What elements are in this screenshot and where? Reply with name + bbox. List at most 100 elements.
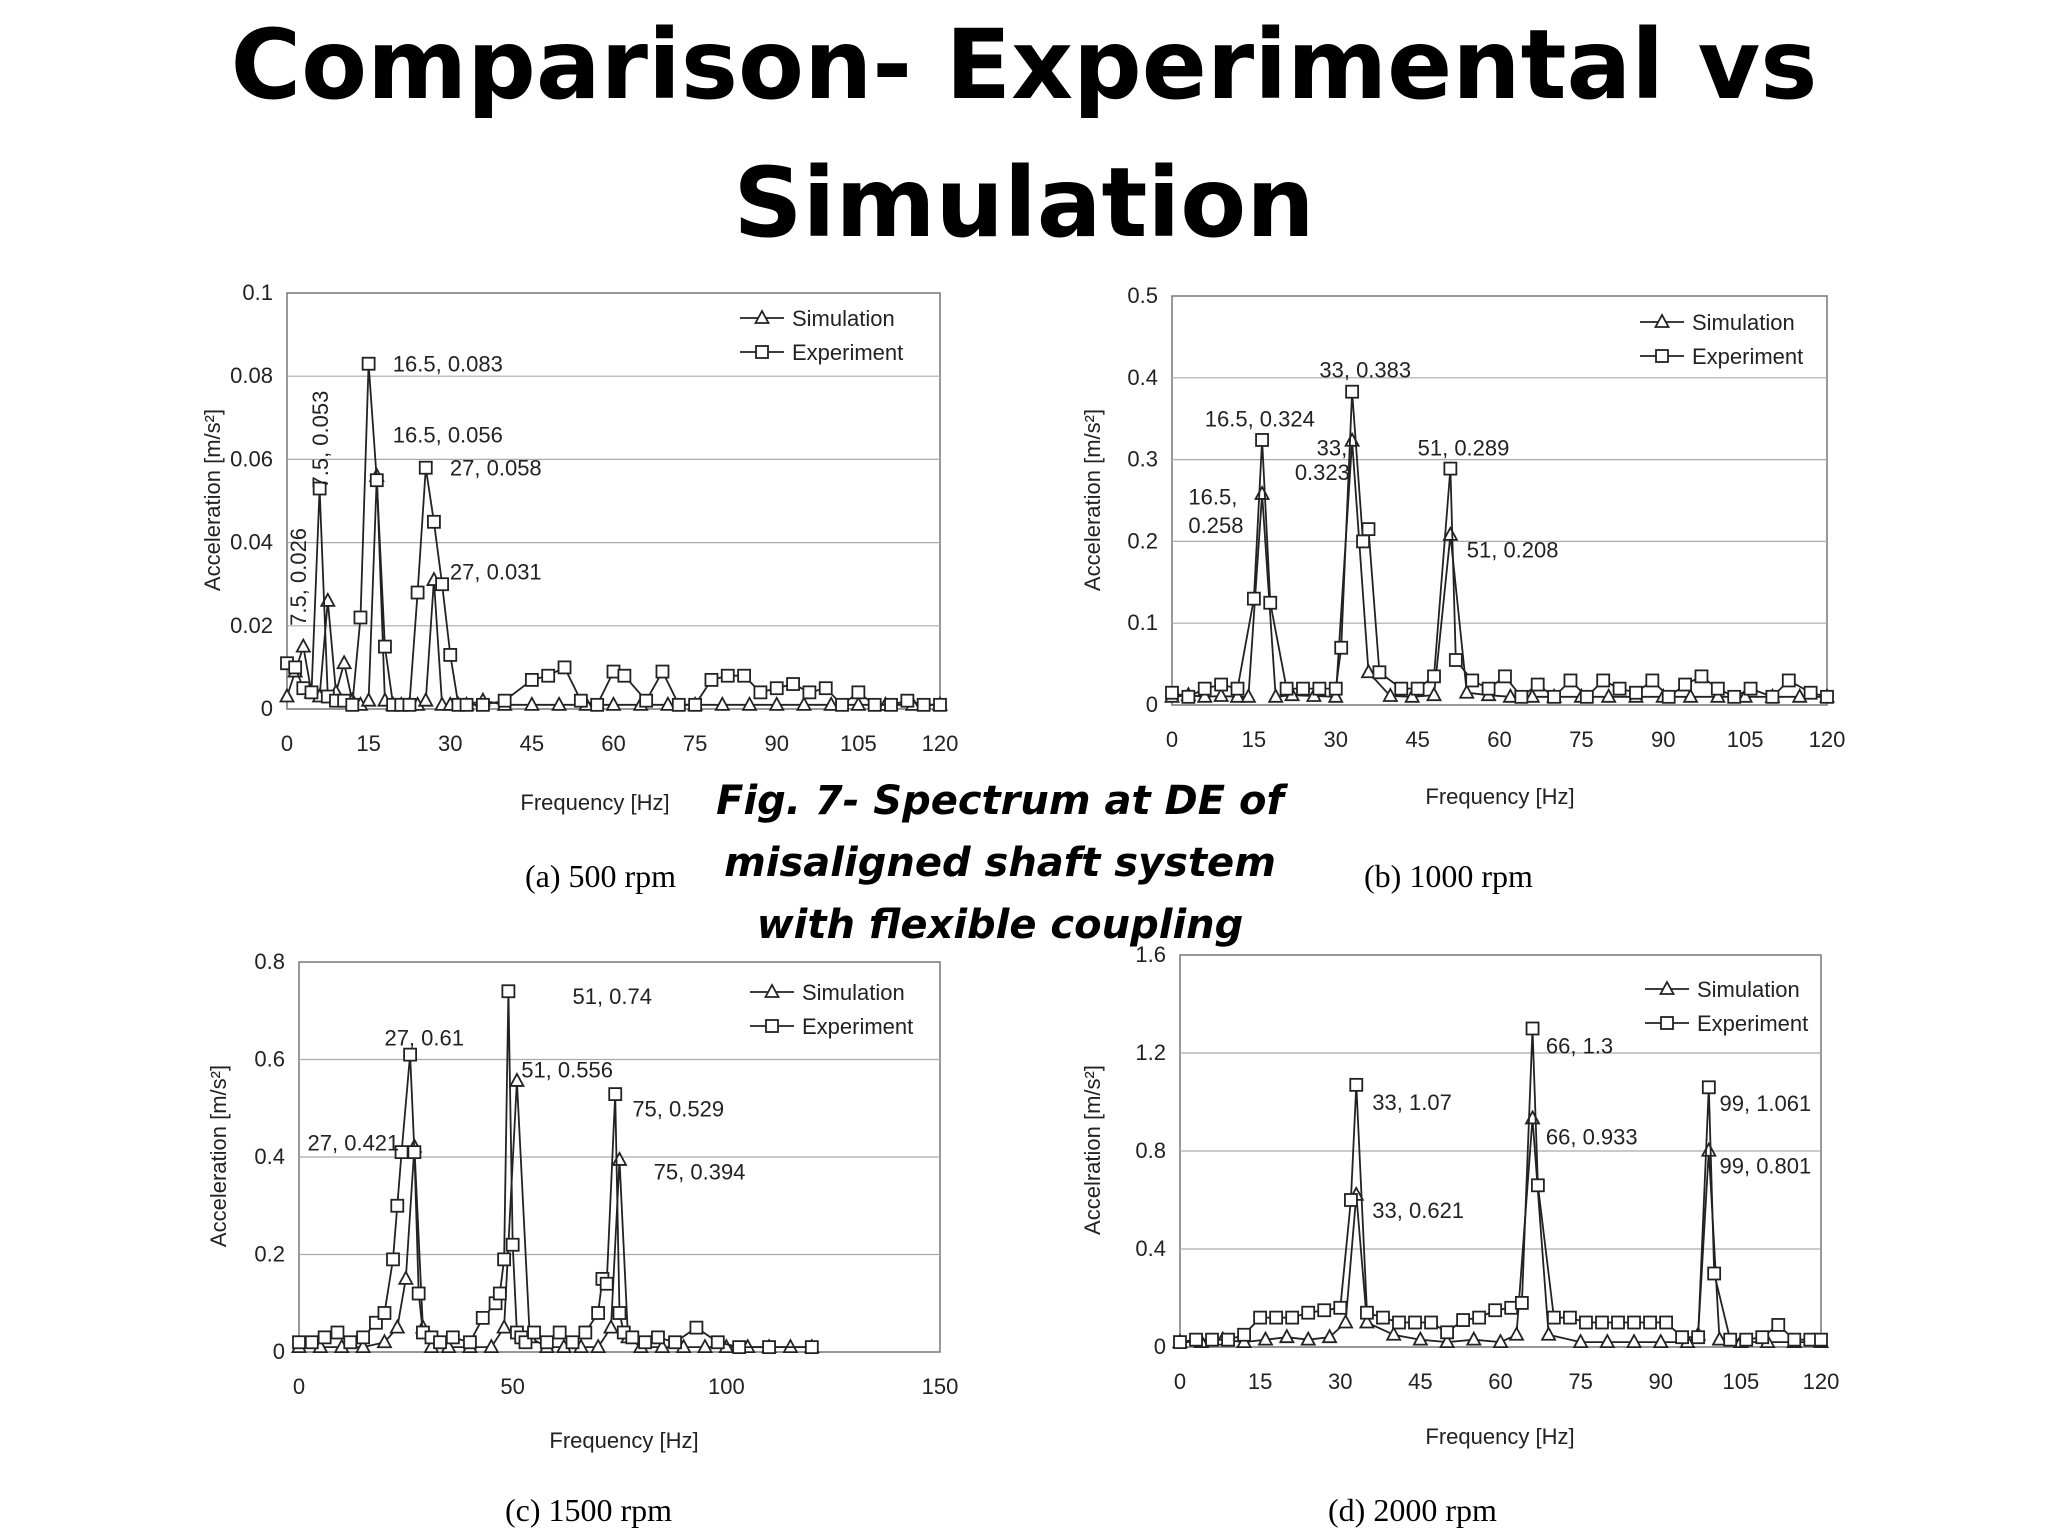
data-annotation: 27, 0.421 [308, 1130, 400, 1155]
data-point-experiment [1472, 1310, 1487, 1325]
data-point-experiment [403, 1047, 418, 1062]
data-point-simulation [1358, 1313, 1375, 1329]
data-point-experiment [1440, 1325, 1454, 1340]
data-point-simulation [1492, 1333, 1509, 1348]
plot-area [1171, 295, 1828, 706]
data-annotation: 16.5, [1188, 484, 1237, 509]
data-point-experiment [1710, 681, 1725, 696]
data-point-experiment [1334, 640, 1349, 655]
figure-caption-text: Fig. 7- Spectrum at DE of misaligned sha… [716, 778, 1284, 948]
data-point-experiment [378, 639, 392, 654]
x-tick-label: 105 [1727, 727, 1764, 752]
x-tick-label: 120 [1803, 1369, 1840, 1394]
data-point-simulation [355, 1338, 372, 1354]
data-point-experiment [769, 681, 784, 696]
data-point-experiment [1595, 1315, 1609, 1330]
data-point-experiment [639, 693, 654, 708]
data-point-experiment [1611, 1315, 1625, 1330]
data-point-experiment [655, 664, 670, 679]
legend-label-experiment: Experiment [802, 1014, 913, 1039]
data-point-experiment [1629, 685, 1643, 700]
data-point-simulation [1700, 1141, 1717, 1157]
data-point-experiment [427, 514, 441, 529]
data-point-simulation [654, 1338, 671, 1354]
y-tick-label: 0.4 [1135, 1236, 1166, 1261]
data-point-simulation [360, 691, 377, 707]
x-tick-label: 75 [1568, 1369, 1592, 1394]
data-point-experiment [1344, 1193, 1358, 1207]
data-point-experiment [578, 1325, 593, 1340]
data-point-experiment [573, 693, 588, 708]
data-annotation: 51, 0.74 [572, 984, 652, 1009]
data-point-experiment [884, 697, 898, 712]
legend-label-experiment: Experiment [1697, 1011, 1808, 1036]
data-point-experiment [1456, 1313, 1471, 1327]
data-point-experiment [1814, 1332, 1828, 1347]
data-point-simulation [496, 1318, 513, 1334]
y-axis-label: Acceleration [m/s²] [1080, 409, 1105, 591]
data-point-experiment [330, 1325, 345, 1340]
x-tick-label: 60 [601, 731, 625, 756]
data-point-experiment [1165, 685, 1179, 700]
data-point-simulation [1300, 1330, 1317, 1346]
legend-label-simulation: Simulation [802, 980, 905, 1005]
data-point-experiment [818, 681, 833, 696]
y-tick-label: 0.08 [230, 363, 273, 388]
y-tick-label: 0.4 [254, 1144, 285, 1169]
data-annotation: 0.258 [1188, 513, 1243, 538]
data-point-experiment [1659, 1315, 1673, 1330]
data-point-simulation [523, 695, 540, 711]
data-point-experiment [443, 648, 458, 662]
data-point-simulation [1196, 687, 1213, 703]
data-point-simulation [1711, 1330, 1728, 1346]
legend-label-experiment: Experiment [1692, 344, 1803, 369]
data-point-experiment [402, 697, 417, 712]
x-tick-label: 15 [356, 731, 380, 756]
data-point-simulation [1599, 1333, 1616, 1348]
data-point-experiment [1701, 1080, 1716, 1095]
data-point-experiment [1612, 681, 1627, 696]
data-annotation: 75, 0.394 [654, 1160, 746, 1185]
y-tick-label: 0.4 [1127, 365, 1158, 390]
legend-label-experiment: Experiment [792, 340, 903, 365]
data-point-experiment [1530, 1178, 1545, 1193]
data-point-experiment [590, 697, 605, 712]
data-point-experiment [541, 668, 556, 683]
data-point-simulation [397, 1269, 414, 1285]
data-point-simulation [1404, 687, 1421, 703]
data-point-experiment [418, 460, 433, 475]
data-point-experiment [557, 660, 572, 675]
y-tick-label: 0.2 [1127, 528, 1158, 553]
data-point-experiment [552, 1325, 567, 1340]
data-point-experiment [1448, 653, 1463, 667]
x-tick-label: 0 [1166, 727, 1178, 752]
y-tick-label: 0.2 [254, 1242, 285, 1267]
data-point-experiment [851, 685, 866, 700]
data-point-simulation [417, 691, 434, 707]
data-point-experiment [1255, 433, 1269, 447]
data-annotation: 33, 1.07 [1372, 1090, 1452, 1115]
data-point-experiment [407, 1145, 422, 1160]
panel-label-b: (b) 1000 rpm [1364, 858, 1533, 894]
data-point-simulation [1321, 1328, 1338, 1344]
data-annotation: 51, 0.289 [1418, 435, 1510, 460]
data-point-simulation [1229, 687, 1246, 703]
data-point-experiment [497, 693, 512, 708]
x-tick-label: 75 [1569, 727, 1593, 752]
data-point-experiment [933, 697, 947, 712]
legend-marker-simulation [753, 309, 771, 324]
data-point-experiment [591, 1306, 606, 1320]
panel-label-a: (a) 500 rpm [525, 858, 677, 894]
data-point-experiment [1372, 665, 1387, 680]
data-point-experiment [1424, 1315, 1438, 1330]
data-annotation: 66, 1.3 [1546, 1034, 1613, 1059]
data-point-experiment [1643, 1315, 1657, 1330]
x-tick-label: 100 [708, 1374, 745, 1399]
data-point-simulation [1412, 1330, 1429, 1346]
data-point-experiment [386, 1252, 400, 1267]
data-point-experiment [1410, 681, 1425, 696]
data-point-experiment [1498, 669, 1512, 684]
data-point-experiment [345, 697, 360, 712]
data-point-experiment [1237, 1327, 1251, 1342]
